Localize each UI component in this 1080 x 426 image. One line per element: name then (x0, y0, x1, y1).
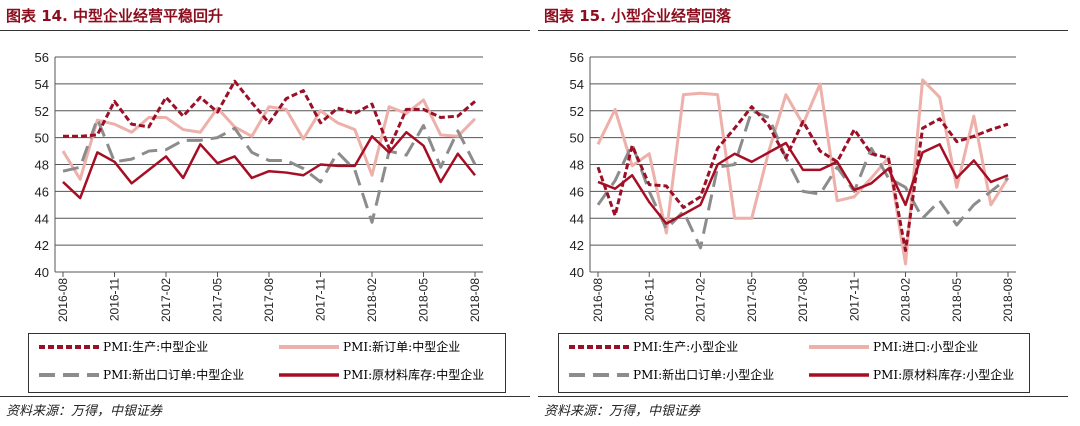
legend-item: PMI:原材料库存:小型企业 (809, 366, 1014, 383)
legend-label: PMI:进口:小型企业 (873, 340, 979, 354)
y-tick-label: 46 (35, 184, 49, 199)
legend-swatch (279, 372, 339, 377)
legend-label: PMI:生产:中型企业 (103, 340, 209, 354)
series-line (63, 79, 476, 150)
x-tick-label: 2018-02 (899, 278, 913, 322)
legend-swatch (279, 344, 339, 349)
x-tick-label: 2018-05 (417, 278, 431, 322)
y-tick-label: 54 (570, 77, 584, 92)
y-tick-label: 54 (35, 77, 49, 92)
legend-label: PMI:新出口订单:小型企业 (633, 368, 775, 382)
legend-label: PMI:新出口订单:中型企业 (103, 368, 245, 382)
legend-label: PMI:生产:小型企业 (633, 340, 739, 354)
y-tick-label: 50 (35, 131, 49, 146)
legend-item: PMI:原材料库存:中型企业 (279, 366, 484, 383)
divider (538, 396, 1068, 397)
y-tick-label: 56 (570, 50, 584, 65)
y-tick-label: 52 (570, 104, 584, 119)
series-line (62, 131, 476, 200)
legend-label: PMI:原材料库存:中型企业 (343, 368, 485, 382)
x-tick-label: 2016-08 (56, 278, 70, 322)
series-line (596, 109, 1009, 250)
legend-swatch (569, 344, 629, 349)
series-line (597, 141, 1009, 225)
divider (0, 396, 530, 397)
divider (0, 30, 530, 31)
legend: PMI:生产:中型企业 PMI:新订单:中型企业 PMI:新出口订单:中型企业 PMI… (28, 333, 506, 393)
series-line (596, 78, 1010, 266)
series-line (596, 105, 1009, 252)
line-chart: 40 42 44 46 48 50 52 54 56 2016-08 2016-11 2017-02 2… (570, 50, 1016, 322)
y-tick-label: 42 (35, 238, 49, 253)
x-tick-label: 2016-11 (108, 278, 122, 321)
divider (538, 30, 1068, 31)
x-tick-label: 2018-05 (950, 278, 964, 322)
x-tick-label: 2016-11 (642, 278, 656, 321)
legend-item: PMI:新出口订单:小型企业 (569, 366, 774, 383)
y-tick-label: 50 (570, 131, 584, 146)
x-tick-label: 2017-08 (262, 278, 276, 322)
legend-swatch (569, 372, 629, 377)
chart-panel-medium: 图表 14. 中型企业经营平稳回升 40 42 44 46 48 50 52 54 56 2016… (0, 0, 530, 426)
x-tick-label: 2018-08 (468, 278, 482, 322)
legend-swatch (809, 372, 869, 377)
source-note: 资料来源：万得，中银证券 (6, 404, 163, 419)
x-tick-label: 2018-02 (365, 278, 379, 322)
x-tick-label: 2017-02 (694, 278, 708, 322)
y-tick-label: 46 (570, 184, 584, 199)
x-tick-label: 2016-08 (591, 278, 605, 322)
y-tick-label: 44 (570, 211, 584, 226)
x-tick-label: 2017-08 (796, 278, 810, 322)
series-line (62, 117, 477, 224)
legend-label: PMI:原材料库存:小型企业 (873, 368, 1015, 382)
series-line (61, 98, 477, 181)
legend-label: PMI:新订单:中型企业 (343, 340, 461, 354)
y-tick-label: 48 (570, 158, 584, 173)
legend-item: PMI:进口:小型企业 (809, 338, 978, 355)
y-tick-label: 56 (35, 50, 49, 65)
legend-swatch (809, 344, 869, 349)
y-tick-label: 40 (570, 265, 584, 280)
legend-item: PMI:新订单:中型企业 (279, 338, 460, 355)
y-tick-label: 52 (35, 104, 49, 119)
y-tick-label: 40 (35, 265, 49, 280)
legend-item: PMI:新出口订单:中型企业 (39, 366, 244, 383)
legend-swatch (39, 344, 99, 349)
legend-item: PMI:生产:小型企业 (569, 338, 738, 355)
x-tick-label: 2017-05 (211, 278, 225, 322)
x-tick-label: 2018-08 (1001, 278, 1015, 322)
y-tick-label: 44 (35, 211, 49, 226)
chart-panel-small: 图表 15. 小型企业经营回落 40 42 44 46 48 50 52 54 56 2016-0… (538, 0, 1068, 426)
source-note: 资料来源：万得，中银证券 (544, 404, 701, 419)
legend: PMI:生产:小型企业 PMI:进口:小型企业 PMI:新出口订单:小型企业 PMI:… (558, 333, 1030, 393)
x-tick-label: 2017-05 (745, 278, 759, 322)
x-tick-label: 2017-11 (314, 278, 328, 321)
chart-title: 图表 14. 中型企业经营平稳回升 (6, 7, 224, 25)
chart-title: 图表 15. 小型企业经营回落 (544, 7, 732, 25)
legend-swatch (39, 372, 99, 377)
line-chart: 40 42 44 46 48 50 52 54 56 2016-08 2016-11 2017-02 2… (35, 50, 483, 322)
y-tick-label: 42 (570, 238, 584, 253)
legend-item: PMI:生产:中型企业 (39, 338, 208, 355)
x-tick-label: 2017-11 (847, 278, 861, 321)
y-tick-label: 48 (35, 158, 49, 173)
x-tick-label: 2017-02 (159, 278, 173, 322)
